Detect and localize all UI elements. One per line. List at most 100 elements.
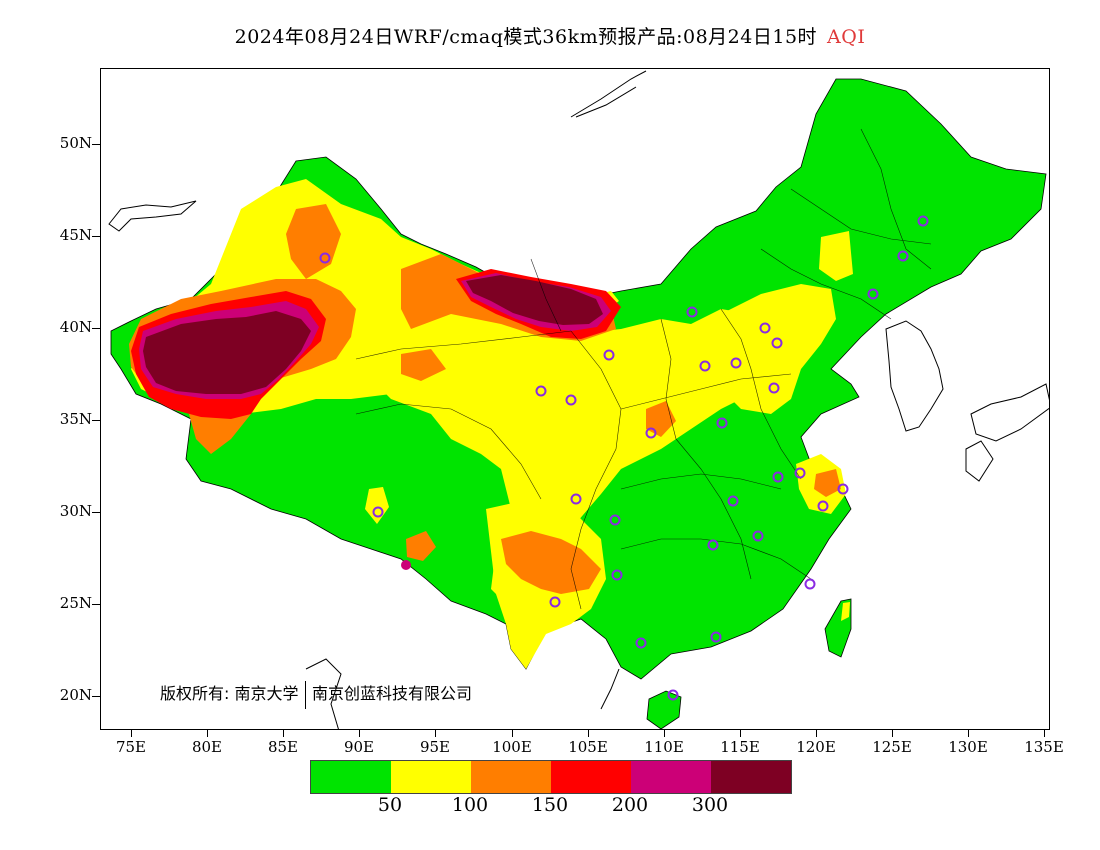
- lat-tick: [92, 512, 100, 513]
- city-marker: [570, 493, 582, 505]
- yellow-north-china-plain: [701, 284, 836, 414]
- lon-label-85e: 85E: [267, 738, 299, 756]
- lon-label-100e: 100E: [492, 738, 532, 756]
- legend-swatch-magenta: [631, 761, 711, 793]
- lon-tick: [816, 730, 817, 737]
- legend-swatch-orange: [471, 761, 551, 793]
- lon-label-105e: 105E: [568, 738, 608, 756]
- lat-tick: [92, 328, 100, 329]
- city-marker: [609, 514, 621, 526]
- city-marker: [549, 596, 561, 608]
- city-marker: [867, 288, 879, 300]
- yellow-central: [361, 309, 791, 599]
- aqi-legend: [310, 760, 792, 794]
- maroon-alxa: [466, 275, 603, 325]
- orange-qinghai-spot: [401, 349, 446, 381]
- legend-label-150: 150: [531, 794, 569, 816]
- city-marker: [699, 360, 711, 372]
- lat-label-20n: 20N: [59, 686, 92, 704]
- lon-label-110e: 110E: [644, 738, 684, 756]
- border-fragment-northwest: [108, 200, 197, 232]
- province-boundaries: [355, 128, 932, 610]
- south-coast-fragment: [305, 658, 620, 729]
- city-marker: [730, 357, 742, 369]
- city-marker: [917, 215, 929, 227]
- city-marker: [635, 637, 647, 649]
- city-marker: [768, 382, 780, 394]
- legend-swatch-maroon: [711, 761, 791, 793]
- border-fragment-north: [570, 70, 647, 118]
- legend-swatch-red: [551, 761, 631, 793]
- city-marker: [716, 417, 728, 429]
- japan-outline: [965, 383, 1049, 482]
- legend-swatch-green: [311, 761, 391, 793]
- lon-label-115e: 115E: [720, 738, 760, 756]
- city-marker: [752, 530, 764, 542]
- lon-tick: [892, 730, 893, 737]
- legend-label-200: 200: [611, 794, 649, 816]
- lon-tick: [283, 730, 284, 737]
- lat-tick: [92, 144, 100, 145]
- lon-label-95e: 95E: [419, 738, 451, 756]
- lon-tick: [359, 730, 360, 737]
- city-marker: [759, 322, 771, 334]
- lon-tick: [664, 730, 665, 737]
- city-marker: [727, 495, 739, 507]
- legend-label-300: 300: [691, 794, 729, 816]
- copyright-org1: 南京大学: [234, 684, 299, 703]
- lon-tick: [131, 730, 132, 737]
- city-marker: [603, 349, 615, 361]
- lat-tick: [92, 604, 100, 605]
- city-marker: [667, 689, 679, 701]
- lat-tick: [92, 420, 100, 421]
- city-marker: [817, 500, 829, 512]
- city-marker: [319, 252, 331, 264]
- lon-tick: [512, 730, 513, 737]
- city-marker: [535, 385, 547, 397]
- city-marker: [372, 506, 384, 518]
- hainan-island: [646, 690, 682, 729]
- city-marker: [837, 483, 849, 495]
- legend-label-100: 100: [451, 794, 489, 816]
- lon-tick: [968, 730, 969, 737]
- map-title: 2024年08月24日WRF/cmaq模式36km预报产品:08月24日15时 A…: [0, 22, 1100, 49]
- magenta-spot-southwest: [401, 560, 411, 570]
- orange-sichuan: [501, 531, 601, 594]
- lat-tick: [92, 236, 100, 237]
- taiwan-yellow: [841, 602, 850, 621]
- city-marker: [686, 306, 698, 318]
- orange-jiangsu: [814, 469, 841, 497]
- lat-label-25n: 25N: [59, 594, 92, 612]
- city-marker: [804, 578, 816, 590]
- copyright-prefix: 版权所有:: [160, 684, 230, 703]
- lat-label-40n: 40N: [59, 318, 92, 336]
- city-markers: [319, 215, 929, 701]
- city-marker: [794, 467, 806, 479]
- yellow-northeast-strip: [819, 231, 853, 281]
- city-marker: [897, 250, 909, 262]
- lon-tick: [435, 730, 436, 737]
- lon-label-80e: 80E: [191, 738, 223, 756]
- orange-north-xinjiang: [286, 204, 341, 279]
- lon-tick: [588, 730, 589, 737]
- copyright-notice: 版权所有: 南京大学 南京创蓝科技有限公司: [160, 680, 472, 709]
- city-marker: [611, 569, 623, 581]
- lat-tick: [92, 696, 100, 697]
- city-marker: [645, 427, 657, 439]
- legend-label-50: 50: [377, 794, 403, 816]
- lat-label-45n: 45N: [59, 226, 92, 244]
- lon-label-75e: 75E: [115, 738, 147, 756]
- lon-label-130e: 130E: [948, 738, 988, 756]
- orange-yunnan-border: [406, 531, 436, 561]
- aqi-map: [108, 70, 1049, 729]
- lon-label-90e: 90E: [343, 738, 375, 756]
- lon-label-135e: 135E: [1024, 738, 1064, 756]
- lon-label-125e: 125E: [872, 738, 912, 756]
- city-marker: [772, 471, 784, 483]
- city-marker: [565, 394, 577, 406]
- yellow-tibet-spot: [365, 487, 389, 524]
- copyright-org2: 南京创蓝科技有限公司: [312, 684, 473, 703]
- city-marker: [707, 539, 719, 551]
- lat-label-50n: 50N: [59, 134, 92, 152]
- city-marker: [710, 631, 722, 643]
